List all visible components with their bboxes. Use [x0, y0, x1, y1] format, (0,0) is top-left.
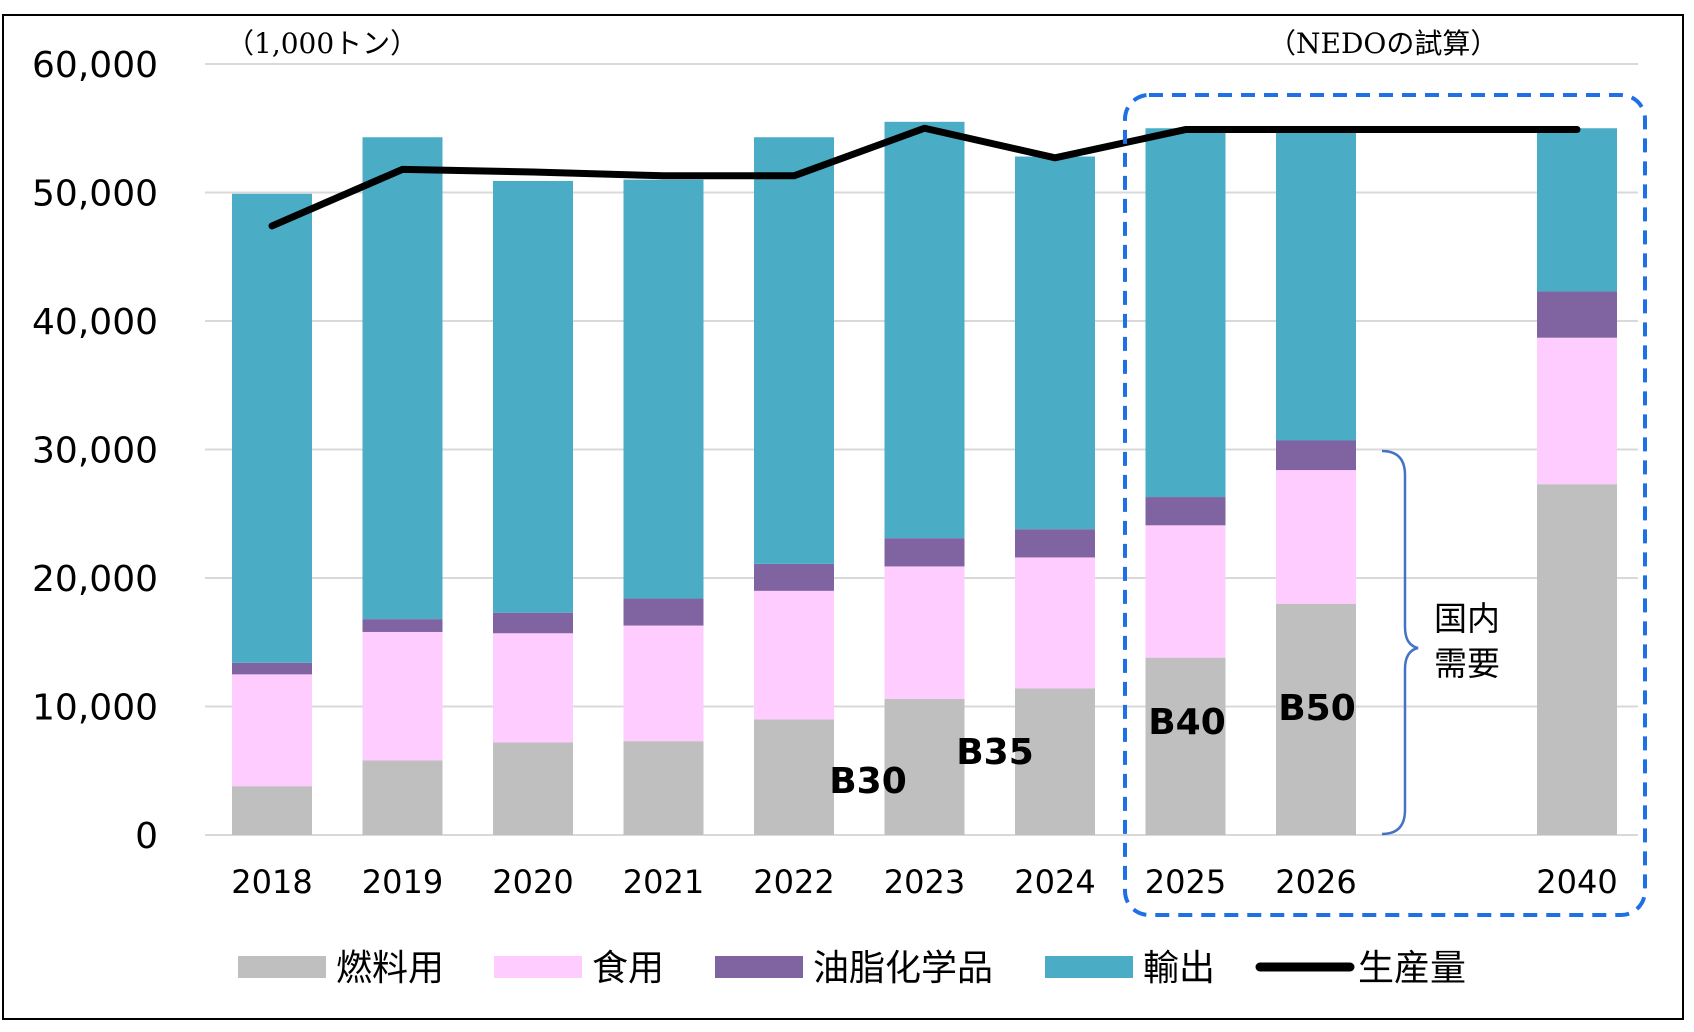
bar-segment-油脂化学品-2023: [884, 538, 965, 567]
x-tick-label: 2020: [492, 863, 573, 901]
bar-segment-食用-2018: [232, 674, 312, 787]
bar-segment-食用-2023: [884, 566, 965, 699]
blend-label-B35: B35: [956, 732, 1034, 773]
bar-layer: [232, 121, 1617, 835]
legend-swatch-食用: [494, 956, 582, 978]
legend-swatch-輸出: [1045, 956, 1133, 978]
y-tick-label: 10,000: [32, 688, 158, 729]
bar-segment-輸出-2018: [232, 193, 312, 663]
y-tick-label: 40,000: [32, 302, 158, 343]
y-axis-ticks: 0 10,000 20,000 30,000 40,000 50,000 60,000: [32, 45, 158, 857]
y-tick-label: 60,000: [32, 45, 158, 86]
bar-segment-食用-2026: [1276, 470, 1356, 604]
bar-segment-油脂化学品-2019: [362, 619, 443, 632]
x-tick-label: 2040: [1536, 863, 1617, 901]
domestic-demand-brace: [1381, 449, 1419, 836]
x-tick-label: 2019: [362, 863, 443, 901]
bar-segment-食用-2025: [1145, 525, 1226, 658]
bar-segment-食用-2021: [623, 625, 704, 742]
bar-segment-燃料用-2019: [362, 760, 443, 835]
bar-segment-輸出-2022: [754, 137, 834, 564]
y-tick-label: 50,000: [32, 174, 158, 215]
x-tick-label: 2025: [1145, 863, 1226, 901]
blend-label-B50: B50: [1278, 688, 1356, 729]
x-tick-label: 2021: [623, 863, 704, 901]
x-tick-label: 2026: [1275, 863, 1356, 901]
projection-label: （NEDOの試算）: [1268, 27, 1498, 60]
blend-label-B40: B40: [1148, 702, 1226, 743]
blend-label-B30: B30: [829, 761, 907, 802]
y-tick-label: 30,000: [32, 431, 158, 472]
legend-swatch-油脂化学品: [715, 956, 803, 978]
legend-label-生産量: 生産量: [1358, 948, 1466, 989]
bar-segment-燃料用-2025: [1145, 657, 1226, 835]
bar-segment-油脂化学品-2025: [1145, 497, 1226, 526]
legend-label-燃料用: 燃料用: [336, 948, 444, 989]
bar-segment-燃料用-2040: [1537, 484, 1617, 835]
bar-segment-輸出-2024: [1015, 156, 1095, 530]
bar-segment-燃料用-2022: [754, 719, 834, 835]
x-tick-label: 2024: [1014, 863, 1095, 901]
x-tick-label: 2022: [753, 863, 834, 901]
bar-segment-燃料用-2026: [1276, 603, 1356, 835]
legend-swatch-燃料用: [238, 956, 326, 978]
bar-segment-燃料用-2023: [884, 698, 965, 835]
bar-segment-燃料用-2021: [623, 741, 704, 835]
legend-label-食用: 食用: [592, 948, 664, 989]
y-tick-label: 20,000: [32, 559, 158, 600]
x-axis-ticks: 2018 2019 2020 2021 2022 2023 2024 2025 2026 2040: [231, 863, 1617, 901]
bar-segment-輸出-2023: [884, 121, 965, 539]
bar-segment-食用-2022: [754, 590, 834, 720]
bar-segment-油脂化学品-2040: [1537, 291, 1617, 338]
bar-segment-油脂化学品-2021: [623, 598, 704, 626]
bar-segment-食用-2020: [493, 633, 573, 743]
bar-segment-油脂化学品-2018: [232, 662, 312, 675]
bar-segment-油脂化学品-2022: [754, 563, 834, 591]
bar-segment-輸出-2040: [1537, 128, 1617, 292]
bar-segment-食用-2019: [362, 631, 443, 761]
line-layer: [268, 124, 1581, 230]
bar-segment-食用-2040: [1537, 337, 1617, 485]
bar-segment-輸出-2019: [362, 137, 443, 620]
legend: 燃料用 食用 油脂化学品 輸出 生産量: [238, 948, 1466, 989]
bar-segment-油脂化学品-2024: [1015, 529, 1095, 558]
domestic-demand-label-line1: 国内: [1434, 599, 1500, 638]
bar-segment-食用-2024: [1015, 557, 1095, 689]
bar-segment-燃料用-2020: [493, 742, 573, 835]
y-tick-label: 0: [135, 816, 158, 857]
x-tick-label: 2023: [884, 863, 965, 901]
bar-segment-輸出-2020: [493, 180, 573, 613]
legend-label-輸出: 輸出: [1143, 948, 1215, 989]
projection-range-box: [1123, 93, 1647, 917]
bar-segment-燃料用-2018: [232, 786, 312, 835]
x-tick-label: 2018: [231, 863, 312, 901]
blend-labels: B30 B35 B40 B50: [829, 688, 1356, 802]
legend-label-油脂化学品: 油脂化学品: [813, 948, 993, 989]
bar-segment-油脂化学品-2020: [493, 612, 573, 634]
domestic-demand-label-line2: 需要: [1434, 644, 1500, 683]
bar-segment-輸出-2026: [1276, 130, 1356, 441]
unit-label: （1,000トン）: [226, 27, 418, 60]
bar-segment-輸出-2021: [623, 179, 704, 599]
bar-segment-油脂化学品-2026: [1276, 440, 1356, 471]
bar-segment-燃料用-2024: [1015, 688, 1095, 835]
production-line: [268, 124, 1581, 230]
bar-segment-輸出-2025: [1145, 128, 1226, 498]
